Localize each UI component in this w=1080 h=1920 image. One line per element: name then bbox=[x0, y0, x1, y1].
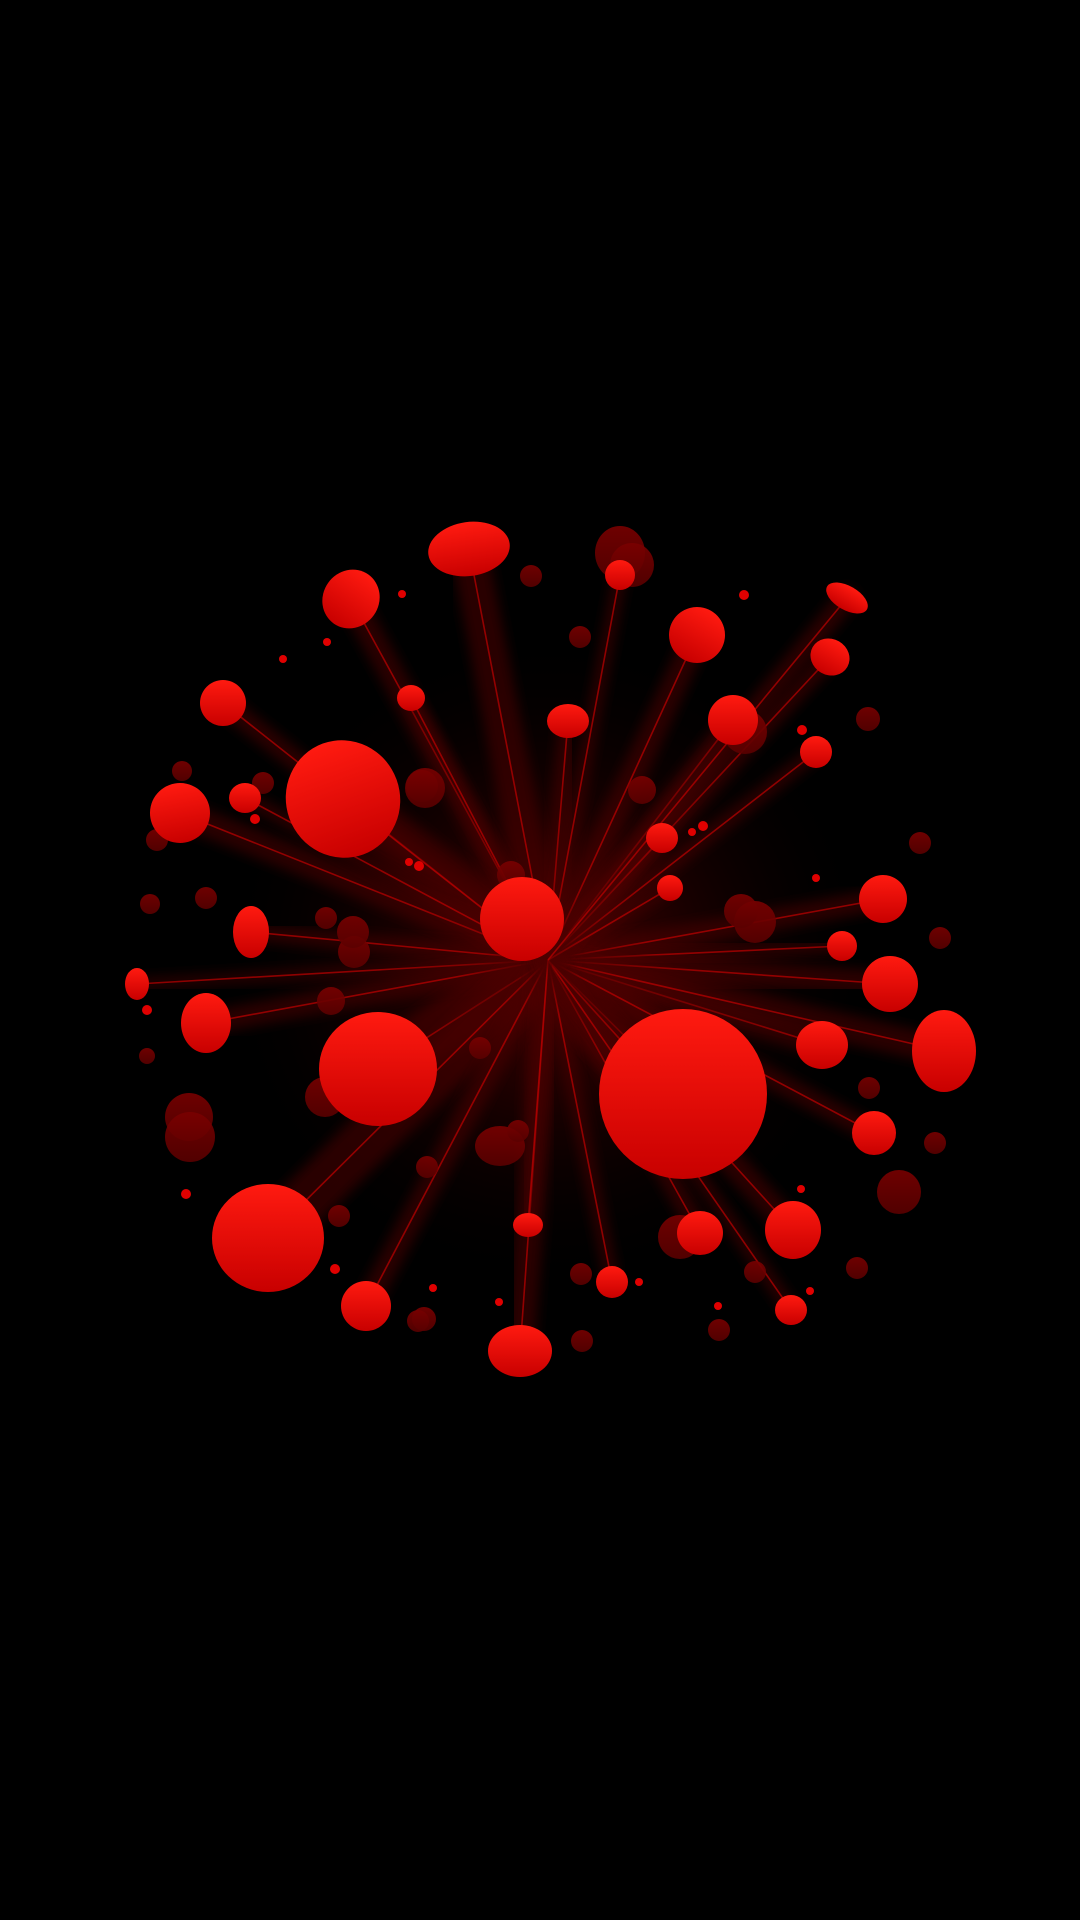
red-speck bbox=[806, 1287, 814, 1295]
dark-droplet bbox=[412, 1307, 436, 1331]
dark-droplet bbox=[929, 927, 951, 949]
dark-droplet bbox=[195, 887, 217, 909]
red-droplet bbox=[397, 685, 425, 711]
red-droplet bbox=[285, 740, 401, 858]
red-droplet bbox=[181, 993, 231, 1053]
dark-droplet bbox=[172, 761, 192, 781]
red-speck bbox=[414, 861, 424, 871]
red-speck bbox=[181, 1189, 191, 1199]
burst-ray bbox=[527, 959, 549, 1226]
red-speck bbox=[688, 828, 696, 836]
red-droplet bbox=[341, 1281, 391, 1331]
red-droplet bbox=[605, 560, 635, 590]
dark-droplet bbox=[569, 626, 591, 648]
red-speck bbox=[698, 821, 708, 831]
red-droplet bbox=[669, 607, 725, 663]
red-droplet bbox=[796, 1021, 848, 1069]
red-droplet bbox=[708, 695, 758, 745]
red-droplet bbox=[657, 875, 683, 901]
red-droplet bbox=[150, 783, 210, 843]
burst-ray bbox=[547, 959, 945, 1052]
red-speck bbox=[330, 1264, 340, 1274]
dark-droplet bbox=[858, 1077, 880, 1099]
dark-droplet bbox=[315, 907, 337, 929]
dark-droplet bbox=[416, 1156, 438, 1178]
red-speck bbox=[739, 590, 749, 600]
red-droplet bbox=[765, 1201, 821, 1259]
red-droplet bbox=[513, 1213, 543, 1237]
dark-droplet bbox=[708, 1319, 730, 1341]
red-speck bbox=[635, 1278, 643, 1286]
dark-droplet bbox=[846, 1257, 868, 1279]
dark-droplet bbox=[744, 1261, 766, 1283]
dark-droplet bbox=[570, 1263, 592, 1285]
burst-ray bbox=[547, 634, 698, 961]
red-speck bbox=[714, 1302, 722, 1310]
burst-ray bbox=[547, 574, 621, 961]
burst-ray bbox=[547, 597, 848, 961]
red-speck bbox=[429, 1284, 437, 1292]
red-droplet bbox=[488, 1325, 552, 1377]
dark-droplet bbox=[317, 987, 345, 1015]
red-droplet bbox=[859, 875, 907, 923]
dark-droplet bbox=[252, 772, 274, 794]
red-droplet bbox=[547, 704, 589, 738]
red-droplet bbox=[319, 1012, 437, 1126]
red-speck bbox=[405, 858, 413, 866]
red-speck bbox=[797, 725, 807, 735]
red-droplet bbox=[428, 521, 510, 577]
burst-ray bbox=[365, 959, 549, 1307]
dark-droplet bbox=[328, 1205, 350, 1227]
red-droplet bbox=[200, 680, 246, 726]
dark-droplet bbox=[520, 565, 542, 587]
red-speck bbox=[279, 655, 287, 663]
dark-droplet bbox=[139, 1048, 155, 1064]
red-droplet bbox=[775, 1295, 807, 1325]
red-droplet bbox=[229, 783, 261, 813]
dark-droplet bbox=[507, 1120, 529, 1142]
red-droplet bbox=[599, 1009, 767, 1179]
burst-ray bbox=[250, 931, 549, 961]
dark-droplet bbox=[140, 894, 160, 914]
red-speck bbox=[398, 590, 406, 598]
dark-droplets bbox=[139, 526, 951, 1352]
red-droplet bbox=[480, 877, 564, 961]
red-droplet bbox=[233, 906, 269, 958]
red-speck bbox=[495, 1298, 503, 1306]
burst-ray bbox=[547, 898, 884, 961]
dark-droplet bbox=[571, 1330, 593, 1352]
red-droplet bbox=[826, 582, 868, 614]
red-droplet bbox=[852, 1111, 896, 1155]
red-speck bbox=[323, 638, 331, 646]
dark-droplet bbox=[924, 1132, 946, 1154]
dark-droplet bbox=[406, 770, 438, 802]
red-droplet bbox=[912, 1010, 976, 1092]
burst-ray bbox=[547, 751, 817, 961]
red-droplet bbox=[125, 968, 149, 1000]
red-speck bbox=[812, 874, 820, 882]
red-droplet bbox=[646, 823, 678, 853]
red-droplet bbox=[212, 1184, 324, 1292]
red-speck bbox=[142, 1005, 152, 1015]
dark-droplet bbox=[337, 916, 369, 948]
red-droplet bbox=[827, 931, 857, 961]
red-droplet bbox=[596, 1266, 628, 1298]
dark-droplet bbox=[909, 832, 931, 854]
burst-ray bbox=[547, 959, 613, 1283]
red-speck bbox=[797, 1185, 805, 1193]
dark-droplet bbox=[877, 1170, 921, 1214]
red-droplet bbox=[322, 569, 380, 629]
dark-droplet bbox=[628, 776, 656, 804]
red-droplet bbox=[800, 736, 832, 768]
dark-droplet bbox=[724, 894, 758, 928]
dark-droplet bbox=[856, 707, 880, 731]
red-droplet bbox=[677, 1211, 723, 1255]
red-speck bbox=[250, 814, 260, 824]
red-droplets bbox=[125, 521, 976, 1377]
dark-droplet bbox=[165, 1112, 215, 1162]
red-droplet bbox=[810, 638, 850, 676]
dark-droplet bbox=[469, 1037, 491, 1059]
red-droplet bbox=[862, 956, 918, 1012]
